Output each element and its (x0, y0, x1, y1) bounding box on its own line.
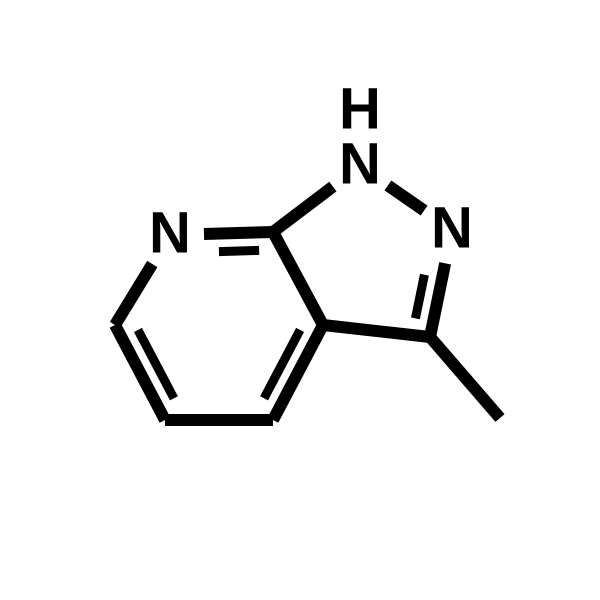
bond-line (204, 232, 273, 234)
atom-label-N8: N (431, 195, 473, 260)
bond-line (219, 250, 259, 251)
molecule-diagram: NNHN (0, 0, 600, 600)
atom-label-N1: N (149, 200, 191, 265)
atom-label-N7-H: H (339, 76, 381, 141)
